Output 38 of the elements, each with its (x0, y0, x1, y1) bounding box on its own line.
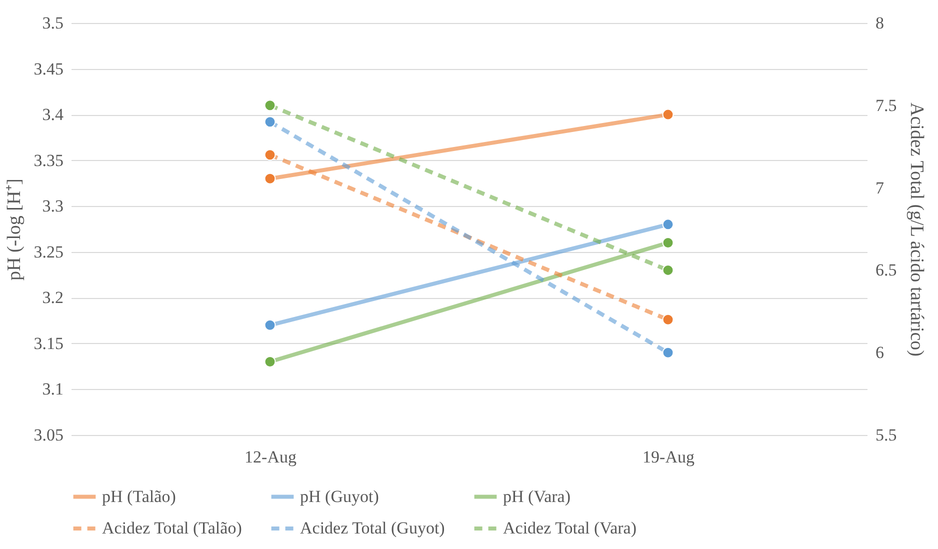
legend-label: pH (Vara) (503, 486, 570, 506)
point (662, 218, 674, 230)
y-tick-label: 3.5 (42, 14, 64, 32)
y-tick-label: 3.35 (34, 150, 64, 170)
point (264, 356, 276, 368)
y2-tick-label: 7 (876, 178, 884, 198)
y-tick-label: 3.45 (34, 59, 64, 78)
legend-label: pH (Talão) (102, 486, 176, 506)
y2-tick-label: 6.5 (876, 260, 897, 280)
point (264, 172, 276, 184)
point (264, 319, 276, 331)
point (662, 237, 674, 248)
y-axis-title: pH (-log [H⁺] (4, 178, 25, 281)
legend-label: Acidez Total (Guyot) (300, 518, 445, 538)
point (264, 100, 276, 112)
y2-tick-label: 6 (876, 343, 884, 362)
y-tick-label: 3.15 (34, 334, 64, 353)
y-tick-label: 3.2 (42, 288, 64, 308)
y-tick-label: 3.25 (34, 242, 64, 262)
y2-axis-title: Acidez Total (g/L ácido tartárico) (906, 102, 927, 356)
x-tick-label: 19-Aug (642, 448, 695, 466)
point (662, 264, 674, 276)
y2-tick-label: 8 (876, 14, 884, 32)
legend-label: pH (Guyot) (300, 486, 379, 506)
x-tick-label: 12-Aug (244, 448, 297, 466)
y2-tick-label: 7.5 (876, 96, 897, 115)
legend-label: Acidez Total (Talão) (102, 518, 242, 538)
point (662, 314, 674, 326)
y-tick-label: 3.4 (42, 105, 64, 124)
point (264, 149, 276, 161)
y-tick-label: 3.05 (34, 426, 64, 444)
y-tick-label: 3.3 (42, 196, 64, 216)
point (662, 346, 674, 358)
y-tick-label: 3.1 (42, 380, 64, 399)
legend-label: Acidez Total (Vara) (503, 518, 636, 538)
y2-tick-label: 5.5 (876, 426, 897, 444)
point (662, 108, 674, 120)
point (264, 116, 276, 128)
